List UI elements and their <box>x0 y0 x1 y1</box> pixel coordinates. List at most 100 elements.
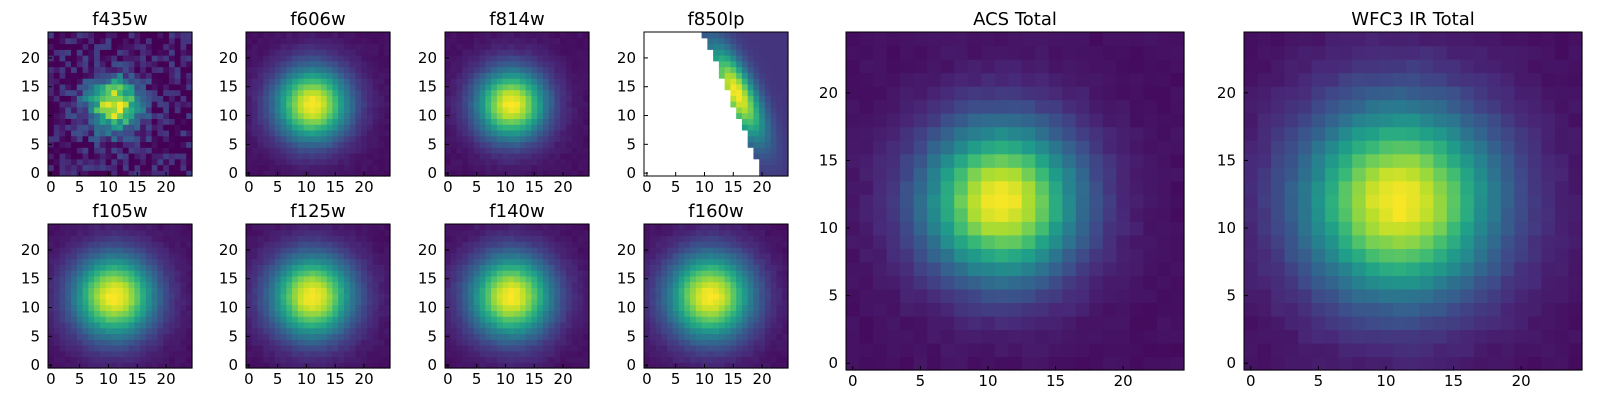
heatmap-cell <box>246 152 253 160</box>
heatmap-cell <box>667 235 674 242</box>
heatmap-cell <box>450 141 458 148</box>
heatmap-cell <box>297 72 305 79</box>
heatmap-cell <box>1089 315 1104 331</box>
heatmap-cell <box>554 362 561 369</box>
heatmap-cell <box>776 72 783 79</box>
heatmap-cell <box>462 229 469 237</box>
heatmap-cell <box>94 106 101 114</box>
heatmap-cell <box>782 118 789 125</box>
heatmap-cell <box>445 37 452 45</box>
heatmap-cell <box>747 89 755 96</box>
heatmap-cell <box>274 293 282 300</box>
heatmap-cell <box>724 66 731 73</box>
heatmap-cell <box>514 275 521 283</box>
heatmap-cell <box>88 170 95 177</box>
heatmap-cell <box>736 37 743 45</box>
heatmap-cell <box>180 287 187 294</box>
heatmap-cell <box>163 333 170 340</box>
heatmap-cell <box>508 287 515 294</box>
heatmap-cell <box>502 281 509 288</box>
heatmap-cell <box>753 275 760 283</box>
heatmap-cell <box>531 49 538 56</box>
heatmap-cell <box>320 229 328 237</box>
heatmap-cell <box>690 247 697 254</box>
heatmap-cell <box>462 37 469 45</box>
heatmap-cell <box>473 152 481 160</box>
heatmap-cell <box>303 129 310 137</box>
heatmap-cell <box>473 316 481 323</box>
heatmap-cell <box>736 333 743 340</box>
heatmap-cell <box>361 241 368 248</box>
heatmap-cell <box>1062 342 1077 358</box>
heatmap-cell <box>168 344 176 352</box>
heatmap-cell <box>361 112 368 119</box>
heatmap-cell <box>753 55 760 62</box>
heatmap-cell <box>542 55 550 62</box>
heatmap-cell <box>531 164 538 171</box>
heatmap-cell <box>583 270 590 277</box>
heatmap-cell <box>583 281 590 288</box>
y-tick-label: 20 <box>617 241 636 259</box>
heatmap-cell <box>76 235 84 242</box>
heatmap-cell <box>117 339 124 346</box>
heatmap-cell <box>548 258 556 265</box>
heatmap-cell <box>263 339 270 346</box>
heatmap-cell <box>730 37 737 45</box>
heatmap-cell <box>764 60 772 68</box>
heatmap-cell <box>186 83 193 91</box>
heatmap-cell <box>770 83 778 91</box>
heatmap-cell <box>577 275 584 283</box>
heatmap-cell <box>764 270 772 277</box>
heatmap-cell <box>456 43 463 50</box>
heatmap-cell <box>297 60 305 68</box>
heatmap-cell <box>246 118 253 125</box>
heatmap-cell <box>88 350 95 358</box>
heatmap-cell <box>583 43 590 50</box>
heatmap-cell <box>384 270 391 277</box>
heatmap-cell <box>713 258 720 265</box>
heatmap-cell <box>525 170 532 177</box>
heatmap-cell <box>332 66 339 73</box>
heatmap-cell <box>366 235 374 242</box>
heatmap-cell <box>462 310 469 317</box>
heatmap-cell <box>508 135 515 143</box>
heatmap-cell <box>174 118 182 125</box>
heatmap-cell <box>736 43 743 50</box>
heatmap-cell <box>548 43 556 50</box>
heatmap-cell <box>583 135 590 143</box>
heatmap-cell <box>886 275 901 290</box>
heatmap-cell <box>349 152 357 160</box>
heatmap-cell <box>759 72 766 79</box>
heatmap-cell <box>770 270 778 277</box>
heatmap-cell <box>770 95 778 102</box>
heatmap-cell <box>519 270 527 277</box>
heatmap-cell <box>565 37 573 45</box>
heatmap-cell <box>707 264 714 271</box>
heatmap-cell <box>361 78 368 85</box>
heatmap-cell <box>251 287 259 294</box>
heatmap-cell <box>759 316 766 323</box>
heatmap-cell <box>718 264 726 271</box>
heatmap-cell <box>332 310 339 317</box>
heatmap-cell <box>542 66 550 73</box>
heatmap-cell <box>315 339 322 346</box>
heatmap-cell <box>286 118 293 125</box>
heatmap-cell <box>537 275 544 283</box>
heatmap-cell <box>445 264 452 271</box>
heatmap-cell <box>981 288 996 303</box>
heatmap-cell <box>776 287 783 294</box>
heatmap-cell <box>251 310 259 317</box>
heatmap-cell <box>257 270 264 277</box>
heatmap-cell <box>65 101 72 108</box>
heatmap-cell <box>456 66 463 73</box>
heatmap-cell <box>303 147 310 154</box>
heatmap-cell <box>378 247 385 254</box>
heatmap-cell <box>496 43 504 50</box>
heatmap-cell <box>134 258 141 265</box>
heatmap-cell <box>280 129 287 137</box>
heatmap-cell <box>257 78 264 85</box>
heatmap-cell <box>514 350 521 358</box>
heatmap-cell <box>186 124 193 131</box>
heatmap-cell <box>913 248 928 263</box>
heatmap-cell <box>269 235 276 242</box>
